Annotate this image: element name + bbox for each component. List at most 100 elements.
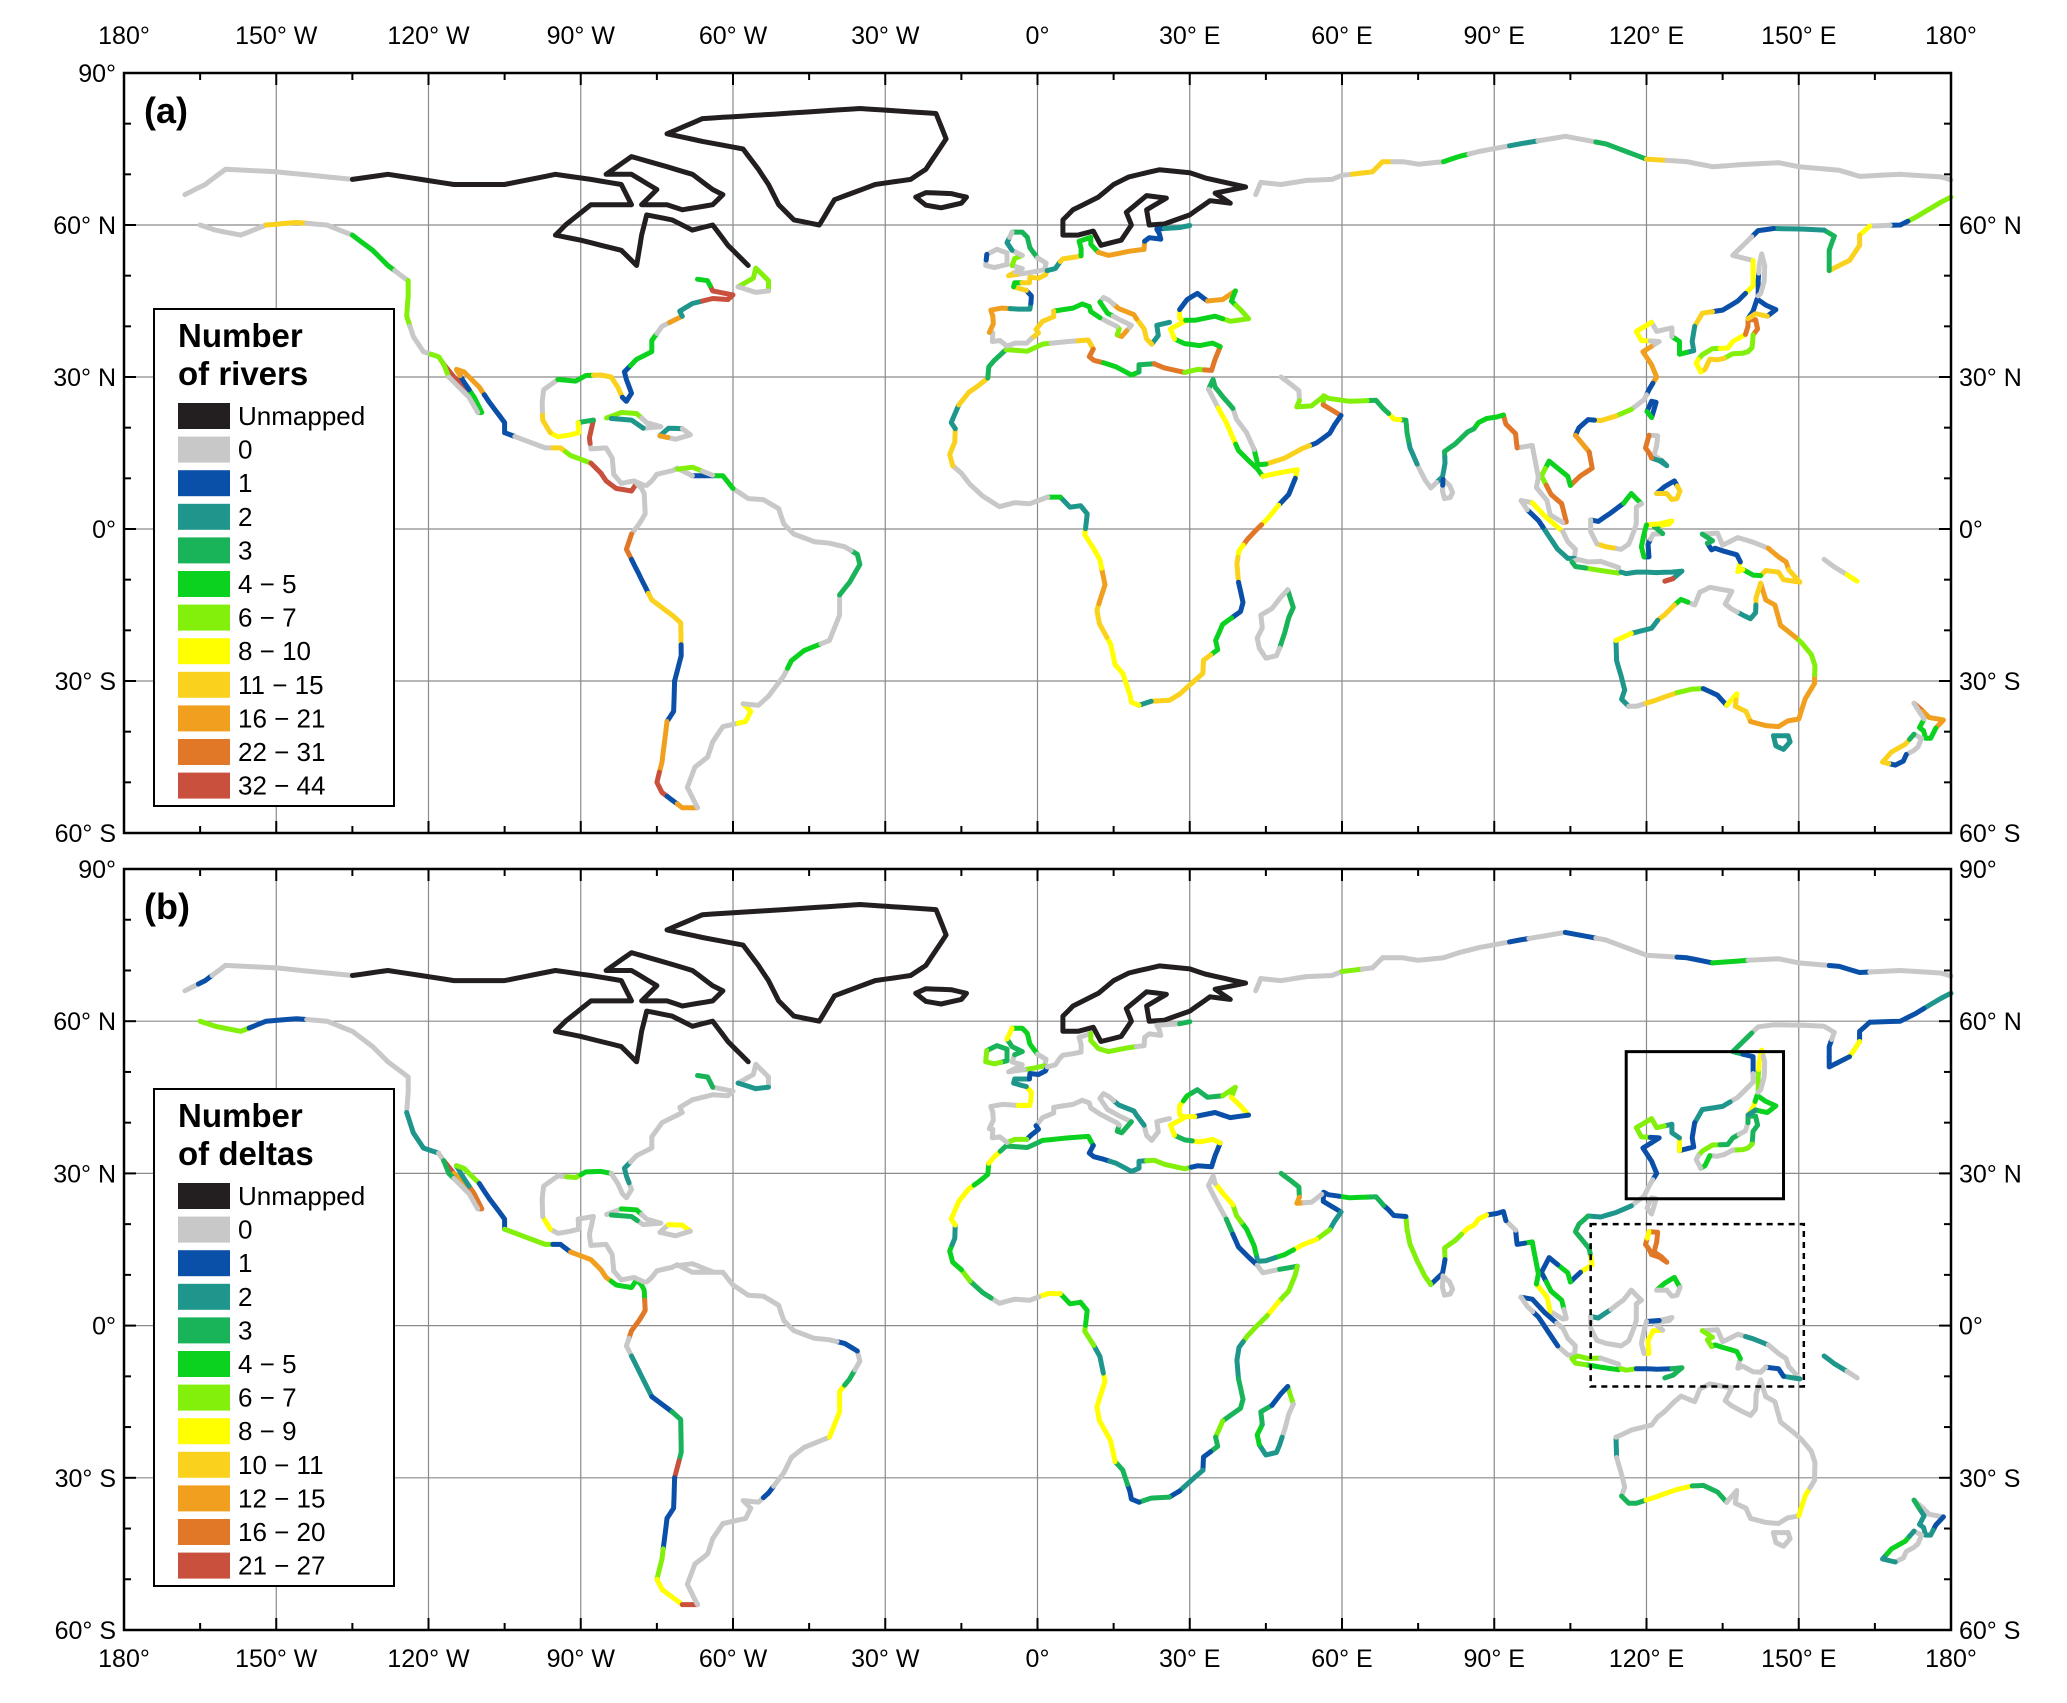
coast-segment: [700, 1269, 744, 1293]
coast-segment: [1585, 1203, 1634, 1220]
lon-tick-label: 120° W: [387, 22, 470, 50]
legend-class-label: 4 − 5: [238, 1349, 297, 1379]
legend-swatch: [178, 571, 230, 597]
coast-segment: [1905, 194, 1954, 224]
coast-segment: [1807, 1454, 1818, 1491]
coast-segment: [1057, 494, 1090, 532]
lon-tick-label: 90° W: [547, 1645, 616, 1673]
coast-segment: [1442, 426, 1477, 460]
coast-segment: [1633, 1116, 1667, 1140]
coast-segment: [1276, 475, 1298, 508]
lat-tick-label-left: 0°: [92, 1313, 116, 1341]
coast-segment: [1880, 1551, 1898, 1565]
coast-segment: [461, 389, 481, 415]
coast-segment: [664, 678, 678, 724]
coast-segment: [246, 1016, 310, 1031]
coast-segment: [1583, 565, 1622, 576]
coast-segment: [1826, 963, 1873, 975]
lon-tick-label: 30° W: [851, 1645, 920, 1673]
legend-swatch: [178, 470, 230, 497]
coast-segment: [1674, 686, 1706, 696]
legend-swatch: [178, 1519, 230, 1545]
coast-segment: [1134, 1027, 1164, 1050]
coast-segment: [1572, 1213, 1594, 1260]
coast-segment: [1161, 223, 1193, 231]
coast-segment: [657, 425, 685, 439]
lon-tick-label: 30° W: [851, 22, 920, 50]
lat-tick-label-right: 30° S: [1959, 1465, 2020, 1493]
coast-segment: [453, 1163, 482, 1186]
coast-segment: [666, 1222, 693, 1234]
coast-segment: [1136, 361, 1157, 375]
coast-segment: [1149, 319, 1172, 347]
coast-segment: [1142, 226, 1167, 244]
coast-segment: [1260, 645, 1283, 661]
coast-segment: [654, 769, 670, 799]
coast-segment: [539, 408, 553, 436]
lon-tick-label: 120° W: [387, 1645, 470, 1673]
coast-segment: [1212, 1181, 1236, 1208]
coast-segment: [948, 402, 962, 432]
lat-tick-label-left: 30° S: [55, 1465, 116, 1493]
coast-segment: [1749, 1022, 1807, 1036]
coast-segment: [986, 329, 1010, 349]
coast-segment: [621, 480, 640, 494]
coast-segment: [1654, 1274, 1683, 1293]
coast-segment: [1555, 1335, 1578, 1358]
coast-segment: [1649, 319, 1675, 339]
lat-tick-label-left: 60° S: [55, 1617, 116, 1645]
coast-segment: [1024, 1123, 1041, 1142]
coast-segment: [1086, 346, 1106, 366]
lon-tick-label: 150° W: [235, 22, 318, 50]
coast-segment: [1099, 565, 1108, 588]
coast-segment: [1189, 1136, 1223, 1146]
coast-segment: [628, 330, 660, 369]
coast-segment: [1057, 253, 1084, 264]
coast-segment: [1763, 1394, 1791, 1431]
coast-segment: [618, 1206, 645, 1217]
coast-segment: [1781, 567, 1803, 585]
coast-segment: [1749, 226, 1776, 240]
coast-segment: [1844, 1368, 1860, 1381]
coast-segment: [476, 1181, 497, 1208]
coast-segment: [986, 1148, 1003, 1166]
coast-segment: [1168, 1098, 1188, 1138]
coast-segment: [1724, 691, 1740, 708]
coast-segment: [618, 1274, 647, 1285]
coast-segment: [1755, 270, 1762, 299]
coast-segment: [695, 276, 713, 289]
coast-segment: [710, 473, 736, 491]
coast-segment: [1710, 957, 1751, 966]
lat-tick-label-right: 0°: [1959, 1313, 1983, 1341]
coast-segment: [1638, 522, 1649, 560]
coast-segment: [1644, 518, 1675, 528]
coast-segment: [1440, 476, 1456, 502]
coast-segment: [623, 531, 634, 562]
coast-segment: [1734, 602, 1759, 622]
coast-segment: [608, 1212, 640, 1224]
coast-segment: [1220, 1084, 1238, 1100]
coast-segment: [1183, 313, 1226, 323]
coast-segment: [1004, 1136, 1030, 1145]
coast-segment: [801, 1332, 840, 1345]
coast-segment: [1618, 1366, 1639, 1373]
coast-segment: [1911, 1497, 1922, 1511]
coast-segment: [428, 351, 447, 367]
coast-segment: [674, 464, 705, 474]
coast-segment: [1569, 556, 1597, 565]
coast-segment: [1110, 1110, 1134, 1125]
coast-segment: [1177, 1467, 1206, 1494]
coast-segment: [1661, 1392, 1700, 1415]
coast-segment: [1023, 287, 1034, 306]
coast-segment: [550, 1241, 574, 1255]
coast-segment: [1689, 1482, 1730, 1505]
coast-segment: [967, 1278, 994, 1301]
coast-segment: [446, 374, 467, 395]
coast-segment: [654, 320, 673, 336]
coast-segment-unmapped: [913, 190, 969, 211]
coast-segment: [1279, 1401, 1296, 1440]
coast-segment: [1911, 700, 1927, 722]
coast-segment: [1793, 634, 1818, 678]
coast-segment: [1044, 259, 1063, 274]
coast-segment: [1569, 1353, 1604, 1362]
